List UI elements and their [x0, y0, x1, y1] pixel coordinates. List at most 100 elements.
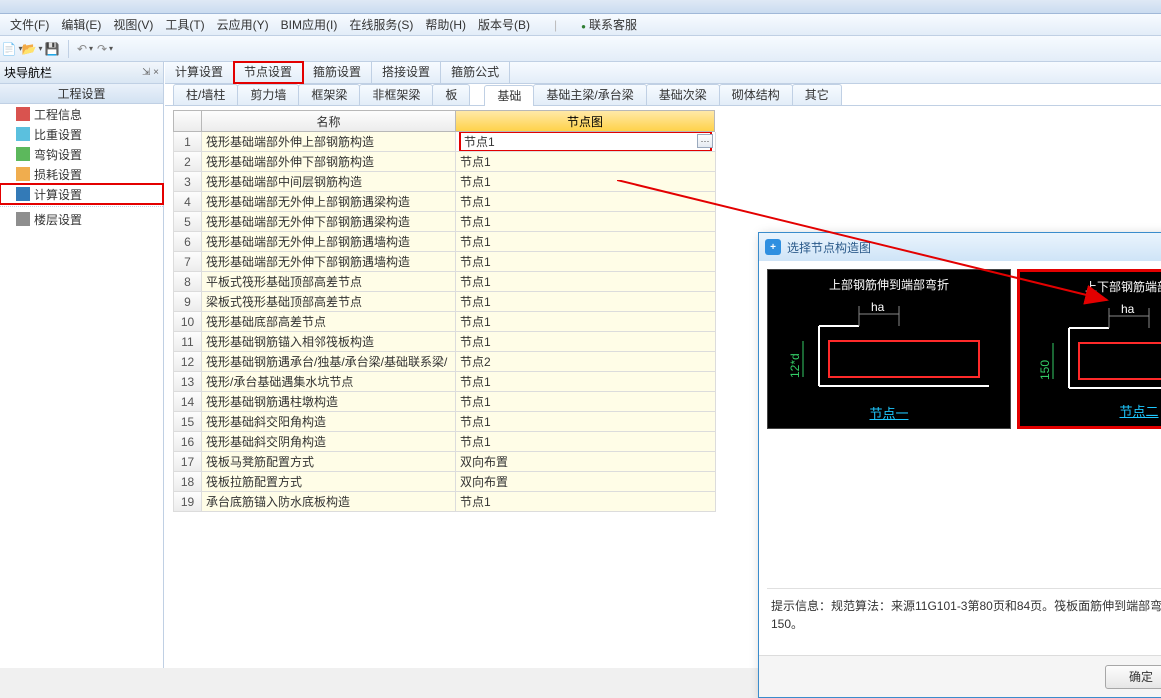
nav-item-4[interactable]: 计算设置: [0, 184, 163, 204]
grid-header-node[interactable]: 节点图: [455, 110, 715, 132]
table-row[interactable]: 5筏形基础端部无外伸下部钢筋遇梁构造节点1: [174, 212, 1153, 232]
dialog-title: 选择节点构造图: [787, 239, 871, 256]
dialog-hint: 提示信息：规范算法：来源11G101-3第80页和84页。筏板面筋伸到端部弯折，…: [767, 588, 1161, 647]
svg-text:150: 150: [1039, 360, 1052, 380]
dialog-title-bar[interactable]: + 选择节点构造图 — ▢ ✕: [759, 233, 1161, 261]
menu-file[interactable]: 文件(F): [4, 16, 55, 33]
row-node[interactable]: 节点1: [456, 172, 716, 192]
row-node[interactable]: 双向布置: [456, 472, 716, 492]
row-node[interactable]: 节点1: [456, 292, 716, 312]
tab-secondary-1[interactable]: 剪力墙: [237, 84, 299, 105]
row-index: 5: [174, 212, 202, 232]
nav-list: 工程信息比重设置弯钩设置损耗设置计算设置楼层设置: [0, 104, 163, 668]
node-popup-button[interactable]: ⋯: [697, 134, 713, 148]
row-node[interactable]: 节点1: [456, 492, 716, 512]
tab-primary-4[interactable]: 箍筋公式: [441, 62, 510, 83]
nav-item-3[interactable]: 损耗设置: [0, 164, 163, 184]
tab-secondary-7[interactable]: 基础主梁/承台梁: [533, 84, 646, 105]
row-index: 11: [174, 332, 202, 352]
nav-item-icon: [16, 187, 30, 201]
undo-icon[interactable]: ↶: [77, 41, 93, 57]
thumb-diagram: ha12*d: [789, 296, 989, 396]
title-bar: [0, 0, 1161, 14]
new-icon[interactable]: 📄: [4, 41, 20, 57]
tab-secondary-10[interactable]: 其它: [792, 84, 842, 105]
menu-edit[interactable]: 编辑(E): [55, 16, 107, 33]
row-node[interactable]: 节点1: [456, 152, 716, 172]
row-node[interactable]: 节点1: [456, 372, 716, 392]
row-index: 3: [174, 172, 202, 192]
tab-secondary-4[interactable]: 板: [432, 84, 470, 105]
row-name: 筏形基础钢筋遇柱墩构造: [202, 392, 456, 412]
menu-online[interactable]: 在线服务(S): [343, 16, 419, 33]
row-index: 4: [174, 192, 202, 212]
nav-pane: 块导航栏 ⇲ × 工程设置 工程信息比重设置弯钩设置损耗设置计算设置楼层设置: [0, 62, 164, 668]
menu-view[interactable]: 视图(V): [107, 16, 159, 33]
menu-version[interactable]: 版本号(B): [472, 16, 536, 33]
row-node[interactable]: 节点1⋯: [456, 132, 716, 152]
table-row[interactable]: 1筏形基础端部外伸上部钢筋构造节点1⋯: [174, 132, 1153, 152]
tab-secondary-2[interactable]: 框架梁: [298, 84, 360, 105]
menu-sep: |: [548, 18, 563, 32]
row-name: 筏形基础端部中间层钢筋构造: [202, 172, 456, 192]
row-node[interactable]: 节点1: [456, 312, 716, 332]
row-node[interactable]: 节点1: [456, 412, 716, 432]
open-icon[interactable]: 📂: [24, 41, 40, 57]
row-node[interactable]: 双向布置: [456, 452, 716, 472]
table-row[interactable]: 4筏形基础端部无外伸上部钢筋遇梁构造节点1: [174, 192, 1153, 212]
row-index: 17: [174, 452, 202, 472]
row-index: 12: [174, 352, 202, 372]
menu-tools[interactable]: 工具(T): [159, 16, 210, 33]
row-node[interactable]: 节点2: [456, 352, 716, 372]
tab-secondary-6[interactable]: 基础: [484, 85, 534, 106]
row-name: 筏形基础斜交阴角构造: [202, 432, 456, 452]
menu-bar: 文件(F) 编辑(E) 视图(V) 工具(T) 云应用(Y) BIM应用(I) …: [0, 14, 1161, 36]
row-node[interactable]: 节点1: [456, 272, 716, 292]
tab-secondary-8[interactable]: 基础次梁: [646, 84, 720, 105]
svg-text:ha: ha: [871, 300, 885, 314]
row-name: 筏形基础底部高差节点: [202, 312, 456, 332]
table-row[interactable]: 3筏形基础端部中间层钢筋构造节点1: [174, 172, 1153, 192]
table-row[interactable]: 2筏形基础端部外伸下部钢筋构造节点1: [174, 152, 1153, 172]
nav-item-icon: [16, 127, 30, 141]
row-node[interactable]: 节点1: [456, 332, 716, 352]
tab-secondary-3[interactable]: 非框架梁: [359, 84, 433, 105]
menu-bim[interactable]: BIM应用(I): [275, 16, 344, 33]
row-node[interactable]: 节点1: [456, 212, 716, 232]
row-node[interactable]: 节点1: [456, 232, 716, 252]
menu-cloud[interactable]: 云应用(Y): [211, 16, 275, 33]
menu-help[interactable]: 帮助(H): [419, 16, 472, 33]
row-node[interactable]: 节点1: [456, 392, 716, 412]
node-thumb-0[interactable]: 上部钢筋伸到端部弯折ha12*d节点一: [767, 269, 1011, 429]
nav-item-2[interactable]: 弯钩设置: [0, 144, 163, 164]
redo-icon[interactable]: ↷: [97, 41, 113, 57]
row-index: 1: [174, 132, 202, 152]
save-icon[interactable]: 💾: [44, 41, 60, 57]
thumb-diagram: ha150: [1039, 298, 1161, 398]
row-node[interactable]: 节点1: [456, 432, 716, 452]
tab-secondary-9[interactable]: 砌体结构: [719, 84, 793, 105]
nav-item-1[interactable]: 比重设置: [0, 124, 163, 144]
row-index: 6: [174, 232, 202, 252]
node-thumb-1[interactable]: 上下部钢筋端部搭接ha150节点二: [1017, 269, 1161, 429]
dialog-icon: +: [765, 239, 781, 255]
tab-primary-0[interactable]: 计算设置: [165, 62, 234, 83]
tab-primary-1[interactable]: 节点设置: [234, 62, 303, 83]
tab-primary-2[interactable]: 箍筋设置: [303, 62, 372, 83]
nav-item-5[interactable]: 楼层设置: [0, 209, 163, 229]
grid-header-name[interactable]: 名称: [201, 110, 455, 132]
row-index: 10: [174, 312, 202, 332]
row-node[interactable]: 节点1: [456, 192, 716, 212]
row-index: 7: [174, 252, 202, 272]
row-name: 筏形基础端部无外伸下部钢筋遇梁构造: [202, 212, 456, 232]
nav-item-0[interactable]: 工程信息: [0, 104, 163, 124]
ok-button[interactable]: 确定: [1105, 665, 1161, 689]
tab-primary-3[interactable]: 搭接设置: [372, 62, 441, 83]
thumb-caption-bottom: 节点二: [1119, 401, 1158, 420]
row-node[interactable]: 节点1: [456, 252, 716, 272]
tab-secondary-0[interactable]: 柱/墙柱: [173, 84, 238, 105]
row-index: 16: [174, 432, 202, 452]
nav-pin-close[interactable]: ⇲ ×: [142, 67, 159, 78]
row-index: 19: [174, 492, 202, 512]
menu-contact-service[interactable]: 联系客服: [575, 16, 643, 33]
